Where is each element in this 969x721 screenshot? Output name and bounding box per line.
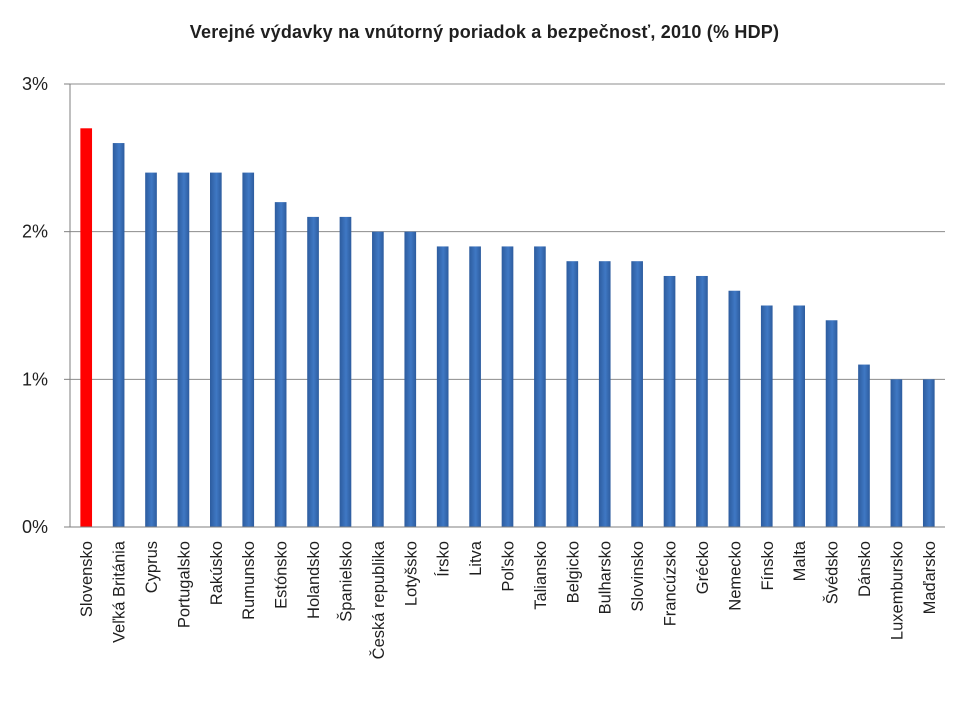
x-category-label: Nemecko xyxy=(726,541,744,611)
x-category-label: Maďarsko xyxy=(921,541,939,614)
x-category-label: Holandsko xyxy=(305,541,323,619)
bar-7 xyxy=(274,202,287,527)
x-category-label: Grécko xyxy=(694,541,712,594)
bar-22 xyxy=(760,305,773,527)
bar-17 xyxy=(598,261,611,527)
y-tick-label: 3% xyxy=(22,74,48,94)
bars xyxy=(80,128,935,528)
x-category-label: Cyprus xyxy=(143,541,161,593)
bar-13 xyxy=(469,246,481,527)
x-category-label: Estónsko xyxy=(273,541,291,609)
y-tick-label: 2% xyxy=(22,222,48,242)
x-category-label: Francúzsko xyxy=(662,541,680,626)
x-category-label: Poľsko xyxy=(500,541,518,592)
x-category-label: Bulharsko xyxy=(597,541,615,614)
x-category-label: Fínsko xyxy=(759,541,777,591)
bar-14 xyxy=(501,246,514,527)
bar-19 xyxy=(663,275,676,527)
x-category-label: Malta xyxy=(791,540,809,581)
x-category-label: Lotyšsko xyxy=(402,541,420,606)
x-category-label: Česká republika xyxy=(369,540,388,659)
x-category-label: Veľká Británia xyxy=(111,540,129,643)
x-axis-labels: Slovensko Veľká Británia Cyprus Portugalsko… xyxy=(78,540,939,659)
bar-25 xyxy=(858,364,870,527)
y-axis-ticks: 0% 1% 2% 3% xyxy=(22,74,70,537)
bar-5 xyxy=(210,172,222,527)
y-tick-label: 0% xyxy=(22,517,48,537)
x-category-label: Taliansko xyxy=(532,541,550,610)
x-category-label: Írsko xyxy=(434,541,453,577)
bar-10 xyxy=(372,231,384,527)
bar-12 xyxy=(436,246,449,527)
bar-23 xyxy=(793,305,805,527)
bar-24 xyxy=(825,320,838,527)
x-category-label: Luxembursko xyxy=(888,541,906,640)
bar-2 xyxy=(112,143,125,528)
x-category-label: Portugalsko xyxy=(175,541,193,628)
x-category-label: Švédsko xyxy=(823,541,842,604)
x-category-label: Rumunsko xyxy=(240,541,258,620)
bar-1 xyxy=(80,128,93,528)
bar-18 xyxy=(631,261,643,527)
bar-20 xyxy=(696,275,708,527)
bar-15 xyxy=(534,246,546,527)
axes xyxy=(69,84,945,528)
bar-11 xyxy=(404,231,417,527)
y-tick-label: 1% xyxy=(22,369,48,389)
x-category-label: Dánsko xyxy=(856,541,874,597)
x-category-label: Španielsko xyxy=(336,541,355,622)
bar-4 xyxy=(177,172,190,527)
x-category-label: Litva xyxy=(467,540,485,576)
x-category-label: Rakúsko xyxy=(208,541,226,605)
x-category-label: Slovensko xyxy=(78,541,96,617)
bar-16 xyxy=(566,261,579,527)
bar-8 xyxy=(307,216,319,527)
bar-9 xyxy=(339,216,352,527)
bar-21 xyxy=(728,290,741,527)
bar-26 xyxy=(890,379,903,527)
x-category-label: Slovinsko xyxy=(629,541,647,612)
bar-3 xyxy=(145,172,157,527)
chart-title: Verejné výdavky na vnútorný poriadok a b… xyxy=(189,22,780,42)
bar-6 xyxy=(242,172,255,527)
x-category-label: Belgicko xyxy=(564,541,582,603)
bar-27 xyxy=(922,379,935,527)
